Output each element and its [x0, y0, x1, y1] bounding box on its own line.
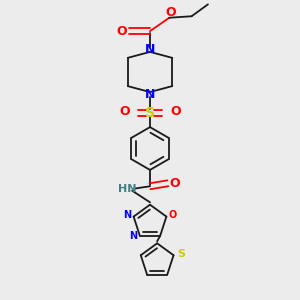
Text: N: N: [129, 231, 137, 241]
Text: N: N: [145, 88, 155, 101]
Text: O: O: [119, 105, 130, 118]
Text: HN: HN: [118, 184, 136, 194]
Text: S: S: [145, 106, 155, 120]
Text: O: O: [166, 6, 176, 19]
Text: O: O: [169, 177, 180, 190]
Text: O: O: [169, 210, 177, 220]
Text: S: S: [177, 249, 185, 259]
Text: O: O: [170, 105, 181, 118]
Text: N: N: [124, 210, 132, 220]
Text: O: O: [116, 25, 127, 38]
Text: N: N: [145, 43, 155, 56]
